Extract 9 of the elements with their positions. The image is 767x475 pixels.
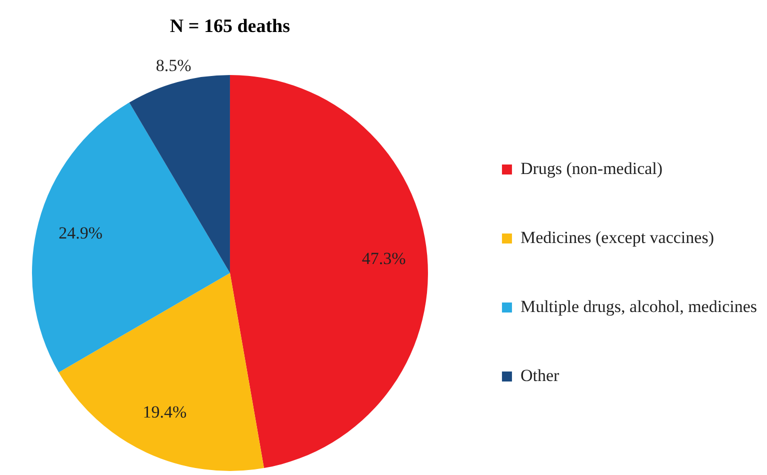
chart-title: N = 165 deaths xyxy=(170,16,290,37)
data-label: 47.3% xyxy=(362,249,406,268)
data-label: 24.9% xyxy=(58,223,103,242)
legend-label: Drugs (non-medical) xyxy=(520,158,663,178)
data-label: 19.4% xyxy=(142,402,187,422)
data-label: 8.5% xyxy=(156,56,192,76)
legend-label: Other xyxy=(520,366,560,385)
legend-label: Medicines (except vaccines) xyxy=(520,228,714,247)
legend-label: Multiple drugs, alcohol, medicines xyxy=(520,296,758,316)
